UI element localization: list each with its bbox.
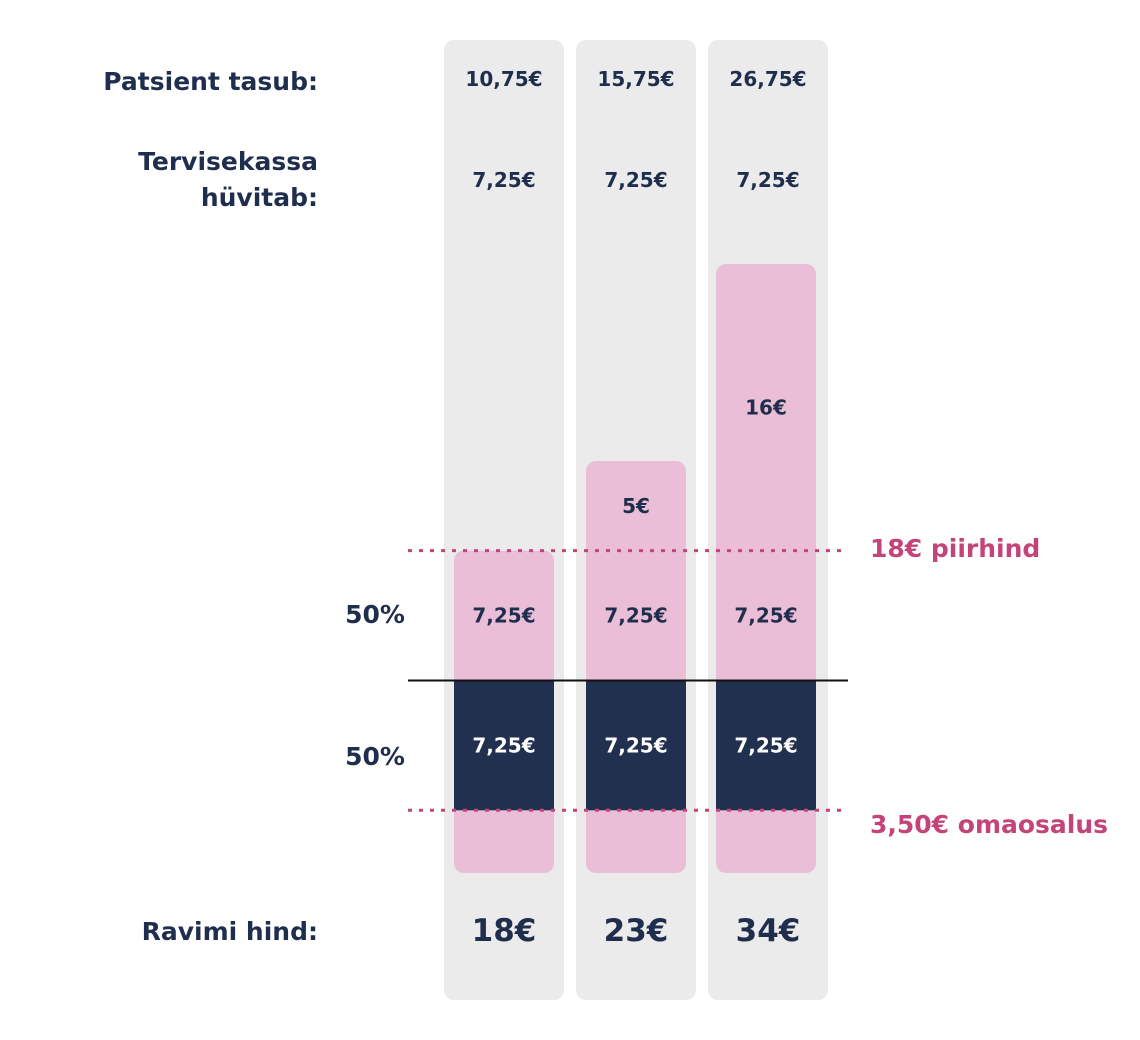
price-row-label: Ravimi hind:: [141, 917, 318, 946]
fund-total: 7,25€: [736, 168, 800, 192]
fund-legend-label-line1: Tervisekassa: [138, 147, 318, 176]
patient-legend-label: Patsient tasub:: [103, 67, 318, 96]
fund-total: 7,25€: [604, 168, 668, 192]
fund-segment-label: 7,25€: [472, 733, 535, 757]
fund-legend-label-line2: hüvitab:: [200, 183, 318, 212]
patient-segment-label: 7,25€: [604, 604, 667, 628]
fund-legend-label: Tervisekassa hüvitab:: [138, 144, 318, 216]
patient-total: 10,75€: [465, 67, 543, 91]
patient-bar: [586, 461, 686, 873]
fund-bar-segment: [454, 680, 554, 811]
price-value: 18€: [471, 913, 537, 949]
price-value: 34€: [735, 913, 801, 949]
patient-segment-label: 7,25€: [734, 604, 797, 628]
patient-share-label: 50%: [345, 600, 405, 629]
patient-segment-label: 16€: [745, 395, 787, 419]
fund-segment-label: 7,25€: [604, 733, 667, 757]
patient-segment-label: 7,25€: [472, 604, 535, 628]
price-limit-label: 18€ piirhind: [870, 534, 1041, 563]
patient-total: 15,75€: [597, 67, 675, 91]
fund-share-label: 50%: [345, 742, 405, 771]
copay-label: 3,50€ omaosalus: [870, 810, 1109, 839]
fund-bar-segment: [716, 680, 816, 811]
fund-total: 7,25€: [472, 168, 536, 192]
fund-bar-segment: [586, 680, 686, 811]
patient-total: 26,75€: [729, 67, 807, 91]
fund-segment-label: 7,25€: [734, 733, 797, 757]
price-value: 23€: [603, 913, 669, 949]
patient-segment-label: 5€: [622, 494, 650, 518]
